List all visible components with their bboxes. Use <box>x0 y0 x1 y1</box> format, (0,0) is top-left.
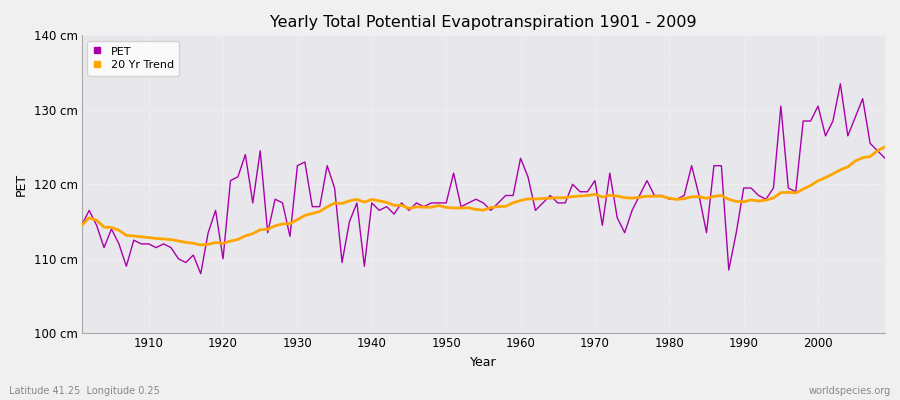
PET <box>307 204 318 209</box>
PET <box>352 200 363 205</box>
PET <box>136 242 147 246</box>
20 Yr Trend <box>136 234 147 239</box>
Text: Latitude 41.25  Longitude 0.25: Latitude 41.25 Longitude 0.25 <box>9 386 160 396</box>
Line: 20 Yr Trend: 20 Yr Trend <box>82 147 885 245</box>
20 Yr Trend <box>879 144 890 149</box>
Line: PET: PET <box>82 84 885 274</box>
Title: Yearly Total Potential Evapotranspiration 1901 - 2009: Yearly Total Potential Evapotranspiratio… <box>270 15 697 30</box>
PET <box>523 174 534 179</box>
20 Yr Trend <box>523 196 534 201</box>
Text: worldspecies.org: worldspecies.org <box>809 386 891 396</box>
PET <box>76 223 87 228</box>
PET <box>612 216 623 220</box>
Y-axis label: PET: PET <box>15 173 28 196</box>
20 Yr Trend <box>515 198 526 203</box>
20 Yr Trend <box>195 242 206 247</box>
PET <box>835 81 846 86</box>
PET <box>195 271 206 276</box>
20 Yr Trend <box>352 197 363 202</box>
20 Yr Trend <box>612 194 623 198</box>
20 Yr Trend <box>307 211 318 216</box>
PET <box>879 156 890 161</box>
Legend: PET, 20 Yr Trend: PET, 20 Yr Trend <box>87 41 179 76</box>
PET <box>515 156 526 161</box>
20 Yr Trend <box>76 223 87 228</box>
X-axis label: Year: Year <box>470 356 497 369</box>
